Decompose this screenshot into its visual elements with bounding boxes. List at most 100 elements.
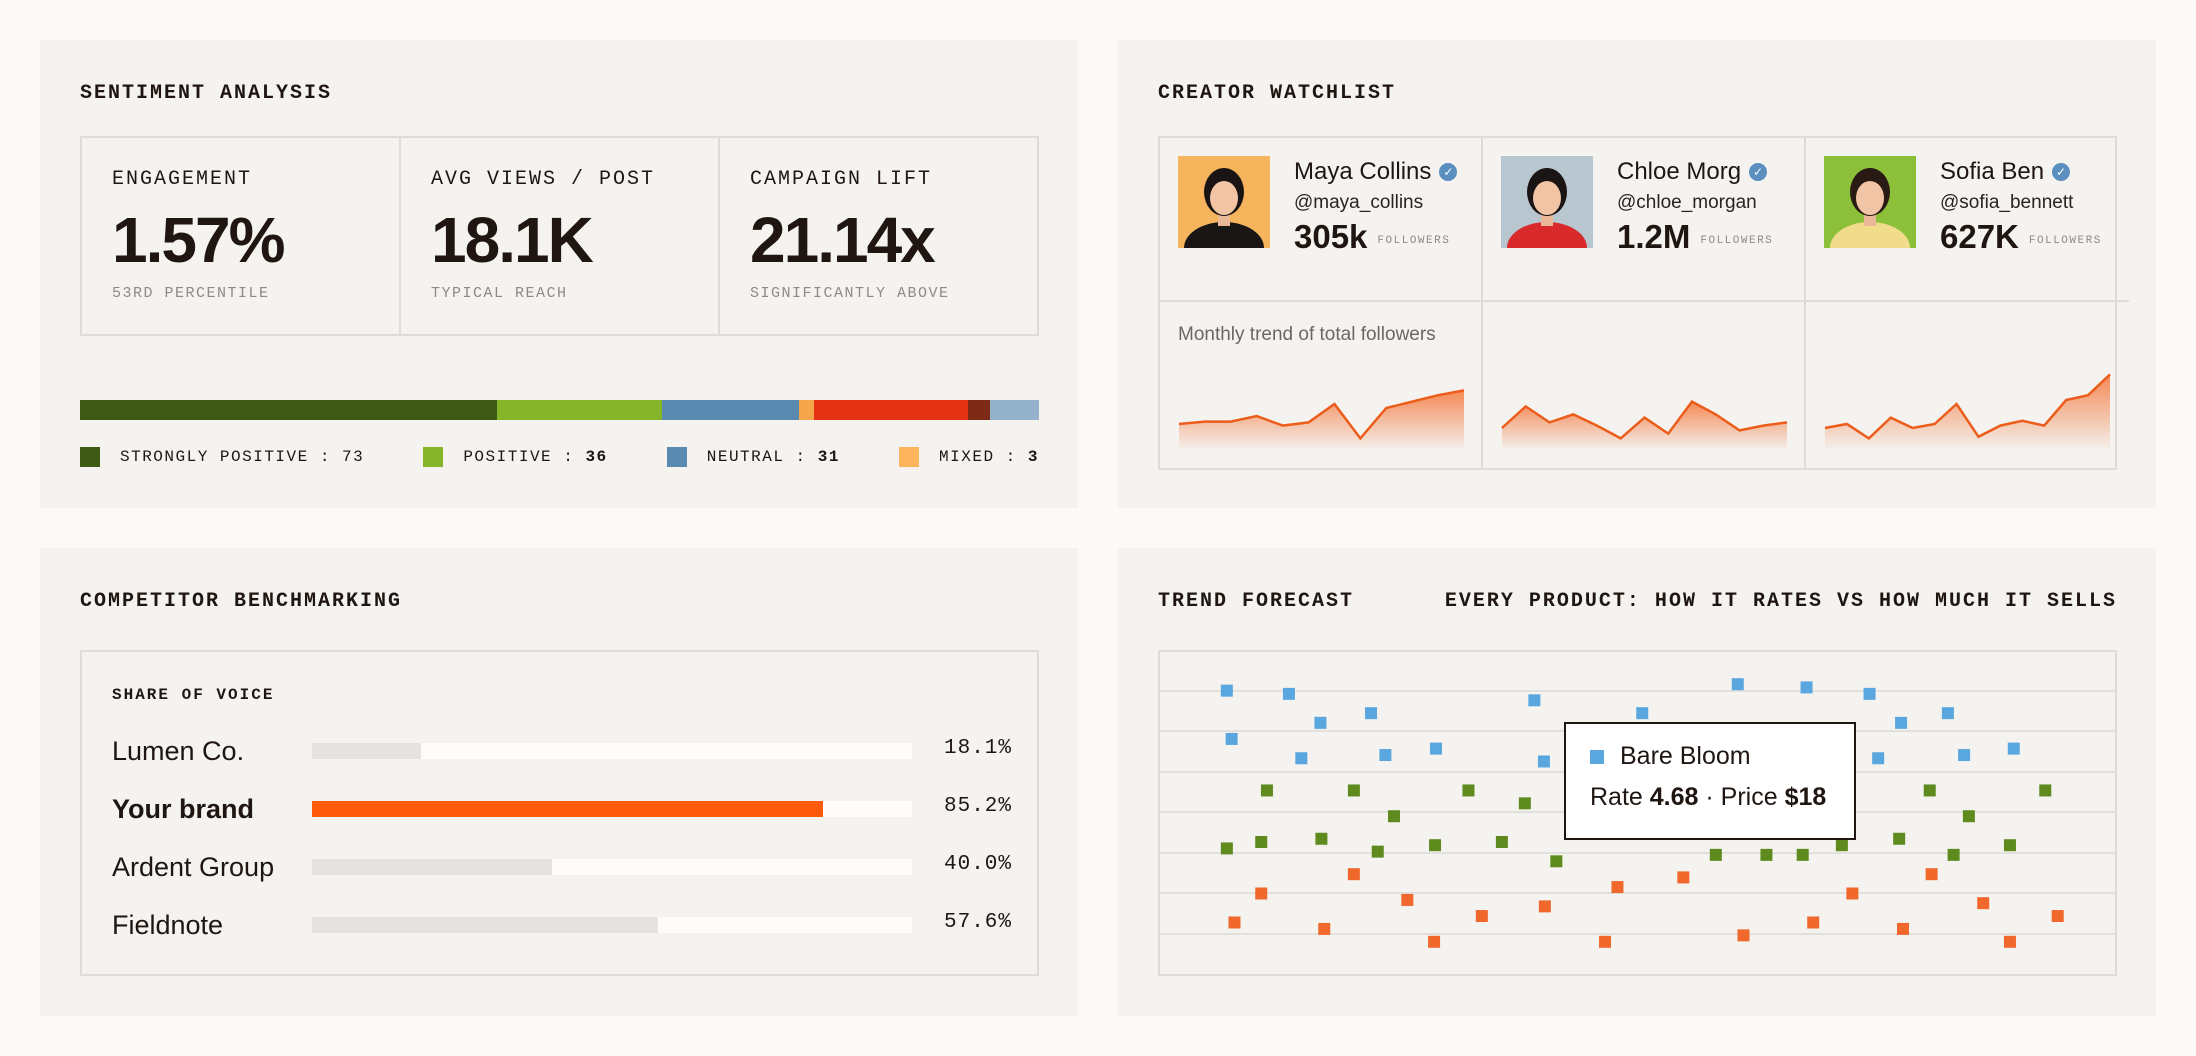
- avatar[interactable]: [1501, 156, 1593, 248]
- avatar[interactable]: [1178, 156, 1270, 248]
- sentiment-bar-segment[interactable]: [799, 400, 814, 420]
- scatter-point[interactable]: [1796, 848, 1809, 861]
- scatter-point[interactable]: [1282, 687, 1295, 700]
- scatter-point[interactable]: [1495, 835, 1508, 848]
- sentiment-bar-segment[interactable]: [990, 400, 1039, 420]
- scatter-point[interactable]: [1228, 916, 1241, 929]
- scatter-point[interactable]: [1429, 839, 1442, 852]
- scatter-point[interactable]: [1379, 749, 1392, 762]
- scatter-point[interactable]: [1314, 716, 1327, 729]
- creator-watchlist-panel: CREATOR WATCHLIST Maya Collins ✓ @maya_co…: [1118, 40, 2156, 508]
- scatter-point[interactable]: [1538, 900, 1551, 913]
- sov-row-lumen-co[interactable]: Lumen Co. 18.1%: [112, 730, 1012, 770]
- creator-handle[interactable]: @maya_collins: [1294, 192, 1424, 213]
- scatter-point[interactable]: [1255, 887, 1268, 900]
- verified-badge-icon: ✓: [1439, 163, 1458, 181]
- sov-name: Lumen Co.: [112, 736, 245, 766]
- scatter-point[interactable]: [1896, 922, 1909, 935]
- scatter-chart[interactable]: Bare Bloom Rate 4.68 · Price $18: [1158, 650, 2117, 976]
- creator-card-maya-collins[interactable]: Maya Collins ✓ @maya_collins 305k FOLLOWER…: [1160, 138, 1483, 468]
- scatter-point[interactable]: [1220, 842, 1233, 855]
- scatter-point[interactable]: [1611, 881, 1624, 894]
- scatter-point[interactable]: [1428, 935, 1441, 948]
- scatter-point[interactable]: [2039, 784, 2052, 797]
- scatter-point[interactable]: [1863, 687, 1876, 700]
- sov-row-ardent-group[interactable]: Ardent Group 40.0%: [112, 846, 1012, 886]
- scatter-point[interactable]: [2003, 935, 2016, 948]
- scatter-point[interactable]: [1947, 848, 1960, 861]
- scatter-point[interactable]: [1835, 839, 1848, 852]
- scatter-point[interactable]: [1636, 707, 1649, 720]
- scatter-point[interactable]: [1528, 694, 1541, 707]
- scatter-point[interactable]: [1462, 784, 1475, 797]
- scatter-point[interactable]: [2003, 839, 2016, 852]
- panel-title: COMPETITOR BENCHMARKING: [80, 590, 403, 613]
- scatter-point[interactable]: [1315, 832, 1328, 845]
- scatter-point[interactable]: [1893, 832, 1906, 845]
- scatter-point[interactable]: [1872, 752, 1885, 765]
- scatter-point[interactable]: [1347, 868, 1360, 881]
- avatar[interactable]: [1824, 156, 1916, 248]
- scatter-point[interactable]: [1401, 893, 1414, 906]
- scatter-point[interactable]: [1709, 848, 1722, 861]
- scatter-point[interactable]: [1800, 681, 1813, 694]
- followers-label: FOLLOWERS: [1700, 235, 1774, 247]
- scatter-point[interactable]: [1255, 835, 1268, 848]
- scatter-point[interactable]: [1846, 887, 1859, 900]
- scatter-point[interactable]: [2051, 910, 2064, 923]
- sov-row-your-brand[interactable]: Your brand 85.2%: [112, 788, 1012, 828]
- scatter-plot-svg[interactable]: [1160, 652, 2115, 974]
- creator-handle[interactable]: @sofia_bennett: [1940, 192, 2074, 213]
- scatter-point[interactable]: [1550, 855, 1563, 868]
- scatter-point[interactable]: [1807, 916, 1820, 929]
- legend-item-mixed[interactable]: MIXED : 3: [899, 447, 1039, 467]
- scatter-point[interactable]: [1599, 935, 1612, 948]
- follower-count: 627K: [1940, 218, 2019, 255]
- scatter-point[interactable]: [1347, 784, 1360, 797]
- scatter-point[interactable]: [1518, 797, 1531, 810]
- scatter-point[interactable]: [1941, 707, 1954, 720]
- legend-item-positive[interactable]: POSITIVE : 36: [423, 447, 607, 467]
- trend-forecast-panel: TREND FORECAST EVERY PRODUCT: HOW IT RAT…: [1118, 548, 2156, 1016]
- scatter-point[interactable]: [1220, 684, 1233, 697]
- sentiment-bar-segment[interactable]: [496, 400, 663, 420]
- sentiment-bar-segment[interactable]: [80, 400, 497, 420]
- legend-label: NEUTRAL: [706, 448, 785, 466]
- scatter-point[interactable]: [1318, 922, 1331, 935]
- sentiment-bar-segment[interactable]: [967, 400, 991, 420]
- scatter-point[interactable]: [1295, 752, 1308, 765]
- sparkline-line: [1178, 389, 1465, 441]
- legend-swatch: [899, 447, 920, 467]
- sov-track: [312, 859, 912, 875]
- scatter-point[interactable]: [1977, 897, 1990, 910]
- sentiment-bar-segment[interactable]: [662, 400, 800, 420]
- scatter-point[interactable]: [1387, 810, 1400, 823]
- scatter-point[interactable]: [2007, 742, 2020, 755]
- scatter-point[interactable]: [1958, 749, 1971, 762]
- sentiment-bar-segment[interactable]: [813, 400, 968, 420]
- scatter-point[interactable]: [1737, 929, 1750, 942]
- scatter-point[interactable]: [1760, 848, 1773, 861]
- avatar-portrait: [1507, 168, 1587, 248]
- scatter-point[interactable]: [1962, 810, 1975, 823]
- legend-item-strongly-positive[interactable]: STRONGLY POSITIVE : 73: [80, 447, 364, 467]
- scatter-point[interactable]: [1895, 716, 1908, 729]
- scatter-point[interactable]: [1537, 755, 1550, 768]
- scatter-point[interactable]: [1925, 868, 1938, 881]
- scatter-point[interactable]: [1731, 678, 1744, 691]
- scatter-point[interactable]: [1475, 910, 1488, 923]
- creator-card-sofia-bennett[interactable]: Sofia Ben ✓ @sofia_bennett 627K FOLLOWERS: [1806, 138, 2129, 468]
- scatter-point[interactable]: [1923, 784, 1936, 797]
- kpi-value: 18.1K: [431, 204, 594, 276]
- sov-fill: [312, 917, 658, 933]
- scatter-point[interactable]: [1371, 845, 1384, 858]
- scatter-point[interactable]: [1225, 732, 1238, 745]
- sov-row-fieldnote[interactable]: Fieldnote 57.6%: [112, 904, 1012, 944]
- scatter-point[interactable]: [1677, 871, 1690, 884]
- legend-item-neutral[interactable]: NEUTRAL : 31: [666, 447, 840, 467]
- scatter-point[interactable]: [1260, 784, 1273, 797]
- creator-card-chloe-morgan[interactable]: Chloe Morg ✓ @chloe_morgan 1.2M FOLLOWERS: [1483, 138, 1806, 468]
- creator-handle[interactable]: @chloe_morgan: [1617, 192, 1757, 213]
- scatter-point[interactable]: [1429, 742, 1442, 755]
- scatter-point[interactable]: [1365, 707, 1378, 720]
